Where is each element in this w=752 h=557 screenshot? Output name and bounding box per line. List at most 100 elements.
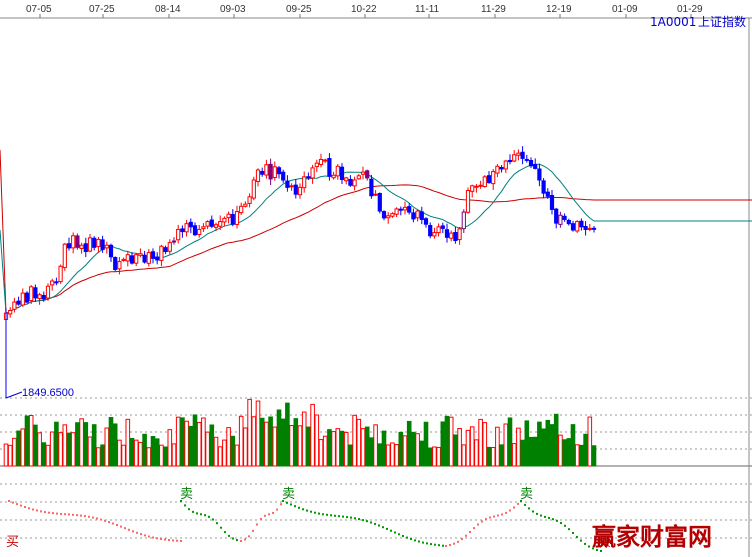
- volume-bar: [520, 439, 525, 467]
- volume-bar: [264, 421, 269, 467]
- signal-dot: [96, 517, 98, 520]
- signal-dot: [168, 539, 170, 541]
- signal-dot: [310, 510, 312, 513]
- signal-dot: [576, 535, 578, 538]
- candle-body: [264, 164, 269, 176]
- signal-dot: [560, 522, 562, 524]
- candle-body: [54, 281, 59, 284]
- volume-bar: [474, 439, 479, 467]
- volume-bar: [591, 445, 597, 467]
- candle-body: [184, 223, 189, 233]
- volume-bar: [297, 425, 303, 467]
- candle-body: [251, 179, 256, 199]
- candle-body: [390, 213, 395, 217]
- volume-bar: [398, 431, 404, 467]
- signal-dot: [354, 517, 356, 520]
- candle-body: [339, 166, 345, 180]
- signal-dot: [100, 518, 102, 521]
- signal-dot: [469, 531, 471, 533]
- volume-bar: [285, 402, 290, 467]
- candle-body: [226, 213, 231, 219]
- volume-bar: [49, 431, 55, 467]
- volume-bar: [146, 447, 152, 467]
- volume-bar: [369, 437, 374, 467]
- candle-body: [583, 225, 588, 230]
- signal-dot: [188, 508, 190, 511]
- candle-body: [377, 193, 382, 212]
- candle-body: [331, 174, 336, 179]
- candle-body: [146, 252, 151, 264]
- volume-bar: [432, 446, 437, 467]
- volume-bar: [213, 436, 219, 467]
- candle-body: [218, 221, 223, 227]
- signal-dot: [540, 514, 542, 517]
- signal-dot: [108, 521, 110, 524]
- candle-body: [327, 157, 332, 177]
- candle-body: [75, 235, 80, 248]
- candle-body: [570, 223, 576, 231]
- signal-dot: [374, 522, 376, 525]
- candle-body: [541, 180, 546, 194]
- signal-dot: [497, 514, 499, 517]
- signal-dot: [445, 545, 447, 547]
- candle-body: [180, 228, 185, 233]
- candle-body: [83, 243, 88, 253]
- volume-bar: [490, 447, 496, 467]
- candle-body: [352, 179, 357, 187]
- volume-bar: [70, 432, 76, 467]
- signal-dot: [449, 544, 451, 546]
- candle-body: [163, 247, 168, 253]
- volume-bar: [259, 417, 265, 467]
- signal-dot: [481, 520, 483, 523]
- signal-dot: [272, 511, 274, 514]
- signal-dot: [64, 513, 66, 516]
- signal-dot: [152, 536, 154, 539]
- signal-dot: [528, 507, 530, 510]
- signal-dot: [442, 544, 444, 547]
- date-tick-label: 12-19: [546, 4, 572, 15]
- date-tick-label: 01-29: [677, 4, 703, 15]
- volume-bar: [87, 436, 93, 467]
- sell-signal-1: 卖: [180, 487, 193, 502]
- candle-body: [465, 190, 471, 213]
- candle-body: [176, 228, 181, 241]
- signal-dot: [426, 542, 428, 545]
- candle-body: [545, 191, 550, 197]
- candle-body: [402, 206, 408, 211]
- candle-body: [491, 171, 496, 185]
- signal-dot: [124, 527, 126, 530]
- volume-bar: [54, 421, 59, 467]
- volume-bar: [364, 426, 370, 467]
- signal-dot: [509, 509, 511, 512]
- signal-dot: [116, 524, 118, 526]
- candle-body: [587, 227, 592, 230]
- candle-body: [482, 176, 487, 188]
- signal-dot: [422, 541, 424, 544]
- signal-dot: [338, 515, 340, 518]
- signal-dot: [414, 539, 416, 542]
- candle-body: [457, 228, 462, 241]
- volume-bar: [457, 428, 462, 467]
- volume-bar: [150, 436, 156, 467]
- volume-bar: [373, 424, 378, 467]
- signal-dot: [128, 528, 130, 531]
- candle-body: [108, 244, 114, 258]
- volume-bar: [415, 433, 420, 467]
- candle-body: [428, 225, 433, 237]
- volume-bar: [117, 439, 122, 467]
- signal-dot: [220, 526, 222, 529]
- candle-body: [155, 256, 160, 261]
- candle-body: [566, 220, 571, 225]
- candle-body: [8, 309, 13, 315]
- signal-dot: [76, 514, 78, 517]
- volume-bar: [583, 433, 588, 467]
- volume-bar: [558, 434, 563, 467]
- signal-dot: [517, 502, 519, 505]
- signal-dot: [236, 539, 238, 542]
- volume-bar: [381, 430, 387, 467]
- signal-dot: [382, 526, 384, 529]
- volume-bar: [444, 415, 450, 467]
- signal-dot: [489, 516, 491, 519]
- candle-body: [167, 242, 172, 252]
